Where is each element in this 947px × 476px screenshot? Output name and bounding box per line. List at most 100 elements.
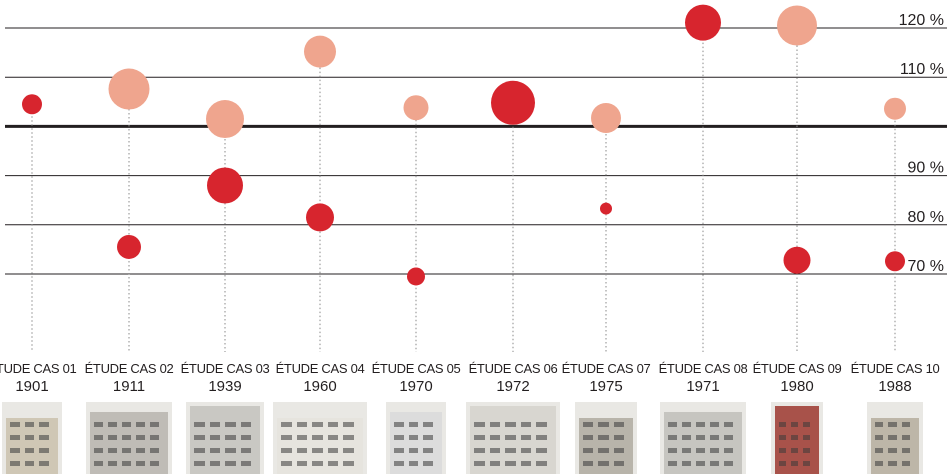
photo-window xyxy=(875,435,884,440)
photo-window xyxy=(240,461,251,466)
photo-window xyxy=(583,448,594,453)
photo-window xyxy=(668,422,677,427)
photo-window xyxy=(327,435,339,440)
pink-bubble-4 xyxy=(304,35,336,68)
building-photo-1911 xyxy=(86,402,172,474)
photo-window xyxy=(94,435,103,440)
photo-window xyxy=(875,461,884,466)
photo-window xyxy=(209,461,220,466)
photo-window xyxy=(394,461,404,466)
photo-window xyxy=(489,422,501,427)
photo-window xyxy=(696,448,705,453)
photo-window xyxy=(225,448,236,453)
photo-window xyxy=(108,461,117,466)
red-bubble-9 xyxy=(783,246,811,274)
tick-label-80: 80 % xyxy=(908,209,944,226)
photo-window xyxy=(803,435,810,440)
photo-window xyxy=(394,448,404,453)
tick-label-120: 120 % xyxy=(899,12,944,29)
photo-window xyxy=(94,461,103,466)
red-bubble-10 xyxy=(885,251,905,272)
case-label: ÉTUDE CAS 03 1939 xyxy=(177,362,273,394)
photo-window xyxy=(122,422,131,427)
photo-window xyxy=(209,448,220,453)
photo-window xyxy=(108,448,117,453)
photo-window xyxy=(536,448,547,453)
photo-window xyxy=(10,448,20,453)
photo-window xyxy=(108,435,117,440)
photo-window xyxy=(150,435,159,440)
photo-window xyxy=(505,448,516,453)
building-photo-1980 xyxy=(771,402,823,474)
building-photo-1971 xyxy=(660,402,746,474)
photo-window xyxy=(875,422,884,427)
photo-window xyxy=(791,448,798,453)
photo-window xyxy=(779,461,786,466)
photo-window xyxy=(225,461,236,466)
photo-window xyxy=(281,448,292,453)
photo-window xyxy=(668,448,677,453)
photo-window xyxy=(505,435,516,440)
photo-window xyxy=(888,422,897,427)
case-title: ÉTUDE CAS 02 xyxy=(84,361,174,376)
photo-window xyxy=(296,435,308,440)
photo-window xyxy=(598,422,609,427)
photo-window xyxy=(408,435,419,440)
photo-window xyxy=(136,448,145,453)
photo-window xyxy=(108,422,117,427)
photo-window xyxy=(474,422,485,427)
building-photo-1960 xyxy=(273,402,367,474)
photo-window xyxy=(343,448,354,453)
photo-window xyxy=(696,435,705,440)
photo-window xyxy=(281,422,292,427)
pink-bubble-10 xyxy=(884,97,906,120)
photo-window xyxy=(888,461,897,466)
photo-window xyxy=(520,435,532,440)
case-label: ÉTUDE CAS 08 1971 xyxy=(655,362,751,394)
photo-window xyxy=(583,422,594,427)
photo-window xyxy=(150,448,159,453)
photo-window xyxy=(24,435,35,440)
photo-window xyxy=(281,435,292,440)
photo-window xyxy=(474,461,485,466)
case-year: 1975 xyxy=(589,378,623,395)
photo-window xyxy=(613,435,624,440)
red-bubble-7 xyxy=(600,202,612,215)
photo-window xyxy=(343,461,354,466)
photo-window xyxy=(613,448,624,453)
photo-window xyxy=(94,448,103,453)
photo-window xyxy=(489,448,501,453)
case-year: 1980 xyxy=(780,378,814,395)
photo-window xyxy=(710,435,719,440)
photo-window xyxy=(668,435,677,440)
photo-window xyxy=(39,435,49,440)
photo-window xyxy=(598,448,609,453)
case-title: ÉTUDE CAS 08 xyxy=(658,361,748,376)
photo-window xyxy=(724,448,733,453)
case-year: 1972 xyxy=(496,378,530,395)
photo-window xyxy=(39,461,49,466)
photo-window xyxy=(240,422,251,427)
tick-label-90: 90 % xyxy=(908,160,944,177)
photo-window xyxy=(901,422,910,427)
photo-window xyxy=(474,435,485,440)
photo-window xyxy=(613,422,624,427)
photo-window xyxy=(136,461,145,466)
photo-window xyxy=(136,422,145,427)
red-bubble-3 xyxy=(207,167,243,204)
photo-window xyxy=(10,435,20,440)
photo-window xyxy=(423,448,433,453)
photo-window xyxy=(312,422,323,427)
case-label: ÉTUDE CAS 09 1980 xyxy=(749,362,845,394)
photo-window xyxy=(10,422,20,427)
photo-window xyxy=(296,422,308,427)
photo-window xyxy=(122,435,131,440)
photo-window xyxy=(791,461,798,466)
photo-window xyxy=(296,448,308,453)
photo-window xyxy=(803,448,810,453)
case-label: ÉTUDE CAS 01 1901 xyxy=(0,362,80,394)
building-photo-1972 xyxy=(466,402,560,474)
photo-window xyxy=(803,422,810,427)
photo-window xyxy=(94,422,103,427)
